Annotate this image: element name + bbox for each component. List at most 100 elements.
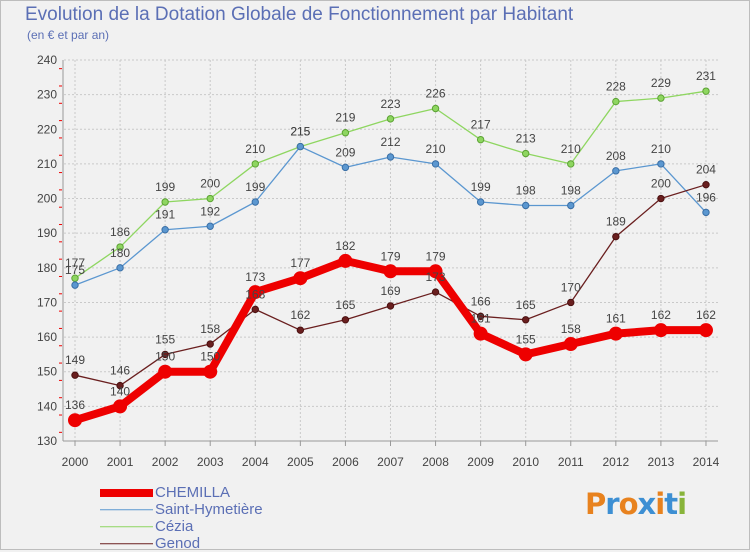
x-tick-label: 2014 — [693, 455, 720, 469]
data-point-genod — [431, 288, 440, 296]
data-point-saint-hymeti-re — [71, 281, 79, 289]
y-tick-label: 160 — [37, 330, 57, 344]
data-point-genod — [206, 340, 214, 348]
legend-swatch — [100, 508, 153, 511]
data-point-chemilla — [338, 253, 353, 268]
data-point-saint-hymeti-re — [386, 153, 395, 161]
data-point-genod — [251, 305, 259, 314]
data-label-saint-hymeti-re: 192 — [200, 204, 220, 218]
data-point-c-zia — [341, 129, 350, 137]
data-label-genod: 204 — [696, 163, 716, 177]
data-point-saint-hymeti-re — [702, 208, 710, 217]
x-tick-label: 2011 — [558, 455, 584, 469]
x-tick-label: 2009 — [467, 455, 494, 469]
legend-label: Genod — [155, 535, 201, 552]
data-label-chemilla: 150 — [200, 350, 220, 364]
data-label-c-zia: 177 — [65, 256, 85, 270]
data-point-genod — [341, 316, 350, 324]
data-point-chemilla — [293, 271, 308, 286]
data-label-genod: 168 — [245, 287, 265, 301]
data-label-c-zia: 217 — [471, 118, 491, 132]
data-label-saint-hymeti-re: 198 — [516, 183, 536, 197]
data-label-genod: 166 — [471, 294, 491, 308]
legend-label: Saint-Hymetière — [155, 501, 263, 518]
data-label-genod: 165 — [516, 298, 536, 312]
legend-label: Cézia — [155, 518, 194, 535]
data-label-saint-hymeti-re: 215 — [290, 125, 310, 139]
data-label-chemilla: 162 — [696, 308, 716, 322]
data-label-c-zia: 215 — [290, 125, 310, 139]
data-label-chemilla: 179 — [426, 249, 446, 263]
data-label-genod: 170 — [561, 280, 581, 294]
data-point-c-zia — [206, 194, 214, 203]
data-point-chemilla — [608, 326, 623, 341]
y-tick-label: 140 — [37, 399, 57, 413]
data-label-genod: 189 — [606, 215, 626, 229]
data-label-genod: 162 — [290, 308, 310, 322]
data-label-saint-hymeti-re: 199 — [245, 180, 265, 194]
data-point-c-zia — [251, 160, 259, 168]
data-point-chemilla — [158, 364, 173, 379]
data-point-saint-hymeti-re — [522, 201, 530, 210]
data-point-genod — [71, 371, 79, 379]
data-label-genod: 173 — [426, 270, 446, 284]
logo-letter: t — [664, 487, 678, 521]
logo-letter: i — [655, 487, 665, 521]
data-point-saint-hymeti-re — [161, 226, 169, 234]
proxiti-logo: Proxiti — [585, 487, 687, 521]
data-point-c-zia — [522, 149, 530, 158]
data-point-genod — [702, 180, 710, 189]
data-point-chemilla — [203, 364, 218, 379]
data-label-chemilla: 182 — [335, 239, 355, 253]
data-point-saint-hymeti-re — [476, 198, 485, 206]
legend-swatch — [100, 488, 153, 497]
data-point-chemilla — [248, 285, 263, 300]
data-label-chemilla: 155 — [516, 332, 536, 346]
data-label-genod: 158 — [200, 322, 220, 336]
legend-label: CHEMILLA — [155, 484, 231, 501]
data-label-chemilla: 177 — [290, 256, 310, 270]
data-label-saint-hymeti-re: 175 — [65, 263, 85, 277]
data-label-genod: 169 — [380, 284, 400, 298]
data-point-genod — [522, 316, 530, 324]
data-point-genod — [161, 350, 169, 359]
data-label-saint-hymeti-re: 180 — [110, 246, 130, 260]
data-point-saint-hymeti-re — [341, 163, 350, 172]
x-tick-label: 2004 — [242, 455, 269, 469]
data-label-c-zia: 219 — [335, 111, 355, 125]
y-tick-label: 190 — [37, 226, 57, 240]
data-label-chemilla: 179 — [380, 249, 400, 263]
data-label-c-zia: 200 — [200, 177, 220, 191]
y-tick-label: 150 — [37, 365, 57, 379]
x-tick-label: 2007 — [377, 455, 404, 469]
data-point-chemilla — [518, 347, 533, 362]
data-point-genod — [116, 381, 124, 390]
y-tick-label: 130 — [37, 434, 57, 448]
data-label-saint-hymeti-re: 191 — [155, 208, 175, 222]
data-point-chemilla — [428, 264, 443, 279]
data-label-c-zia: 228 — [606, 80, 626, 94]
y-tick-label: 220 — [37, 122, 57, 136]
data-label-saint-hymeti-re: 210 — [651, 142, 671, 156]
data-point-genod — [296, 326, 305, 334]
legend-swatch — [100, 525, 153, 528]
data-label-saint-hymeti-re: 209 — [335, 145, 355, 159]
data-label-chemilla: 158 — [561, 322, 581, 336]
data-point-chemilla — [113, 399, 128, 414]
data-point-c-zia — [702, 87, 710, 95]
data-point-c-zia — [71, 274, 79, 282]
x-tick-label: 2001 — [107, 455, 134, 469]
data-point-c-zia — [116, 243, 124, 251]
y-tick-label: 200 — [37, 192, 57, 206]
data-label-saint-hymeti-re: 199 — [471, 180, 491, 194]
data-label-saint-hymeti-re: 208 — [606, 149, 626, 163]
data-label-chemilla: 162 — [651, 308, 671, 322]
y-tick-label: 170 — [37, 295, 57, 309]
data-point-saint-hymeti-re — [612, 167, 620, 175]
logo-letter: x — [637, 487, 657, 521]
data-label-genod: 165 — [335, 298, 355, 312]
data-point-chemilla — [653, 323, 668, 338]
data-point-c-zia — [612, 97, 620, 106]
